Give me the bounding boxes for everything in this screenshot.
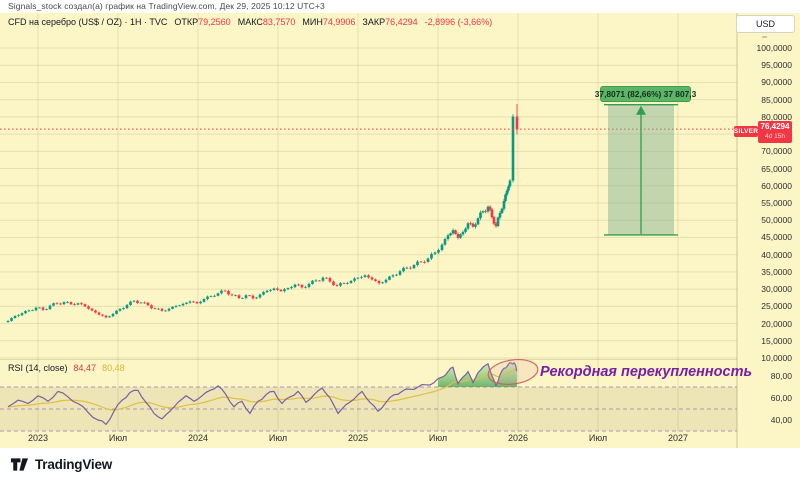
rsi-axis-label: 60,00 (770, 393, 792, 403)
measure-tool-label: 37,8071 (82,66%) 37 807,3 (595, 86, 696, 102)
price-axis-label: 15,0000 (761, 335, 792, 346)
rsi-title: RSI (14, close) (8, 363, 68, 373)
time-axis-label: Июл (268, 433, 288, 443)
tradingview-logo-icon (10, 458, 29, 471)
rsi-value: 84,47 (73, 363, 97, 373)
price-axis-label: 35,0000 (761, 266, 792, 277)
time-axis-label: 2027 (667, 433, 689, 443)
high-field: МАКС83,7570 (237, 17, 296, 27)
tradingview-brand[interactable]: TradingView (10, 456, 112, 473)
rsi-axis-label: 80,00 (770, 371, 792, 381)
attribution-bar (0, 0, 800, 13)
price-axis-label: 60,0000 (761, 180, 792, 191)
time-axis-label: Июл (428, 433, 448, 443)
time-axis-label: Июл (108, 433, 128, 443)
symbol-legend: CFD на серебро (US$ / OZ) · 1H · TVC ОТК… (8, 17, 492, 27)
price-axis-label: 45,0000 (761, 232, 792, 243)
price-axis-label: 30,0000 (761, 284, 792, 295)
time-axis-label: Июл (588, 433, 608, 443)
price-axis-label: 80,0000 (761, 111, 792, 122)
time-axis-label: 2026 (507, 433, 529, 443)
rsi-legend: RSI (14, close) 84,47 80,48 (8, 363, 125, 373)
rsi-axis-label: 40,00 (770, 415, 792, 425)
price-axis-label: 25,0000 (761, 301, 792, 312)
rsi-ma-value: 80,48 (102, 363, 125, 373)
open-field: ОТКР79,2560 (174, 17, 231, 27)
price-axis-label: 95,0000 (761, 60, 792, 71)
axis-handle-icon (762, 36, 767, 38)
price-axis-label: 70,0000 (761, 146, 792, 157)
price-axis-label: 65,0000 (761, 163, 792, 174)
price-axis-label: 40,0000 (761, 249, 792, 260)
price-axis-label: 20,0000 (761, 318, 792, 329)
change-field: -2,8996 (-3,66%) (424, 17, 493, 27)
price-axis-label: 50,0000 (761, 215, 792, 226)
price-axis-label: 100,0000 (756, 43, 792, 53)
time-axis-label: 2023 (27, 433, 49, 443)
last-price-value: 76,4294 (760, 122, 790, 131)
low-field: МИН74,9906 (302, 17, 356, 27)
tradingview-brand-text: TradingView (35, 457, 113, 472)
price-axis-label: 85,0000 (761, 94, 792, 105)
close-field: ЗАКР76,4294 (362, 17, 418, 27)
time-axis-label: 2025 (347, 433, 369, 443)
attribution-text: Signals_stock создал(а) график на Tradin… (8, 1, 325, 11)
overbought-annotation: Рекордная перекупленность (540, 364, 753, 380)
footer-bar (0, 448, 800, 481)
last-price-tag: 76,4294 4d 15h (758, 121, 792, 143)
time-axis-label: 2024 (187, 433, 209, 443)
price-axis-label: 90,0000 (761, 77, 792, 88)
price-axis-label: 55,0000 (761, 197, 792, 208)
symbol-title: CFD на серебро (US$ / OZ) · 1H · TVC (8, 17, 168, 27)
chart-background (0, 13, 800, 448)
symbol-price-tag: SILVER (733, 126, 759, 137)
currency-button[interactable]: USD (736, 15, 795, 33)
price-axis-label: 10,0000 (761, 352, 792, 363)
bar-countdown: 4d 15h (765, 133, 785, 140)
